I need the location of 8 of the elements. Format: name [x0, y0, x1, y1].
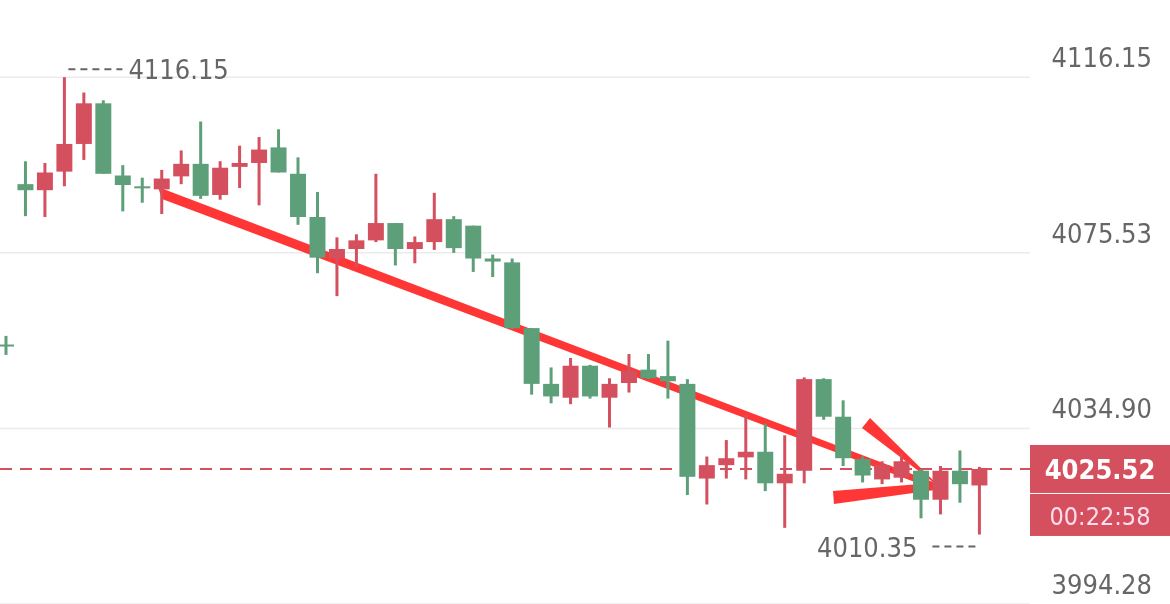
annotation: 4116.15 [128, 54, 229, 86]
y-tick-label: 4034.90 [1051, 393, 1152, 425]
text: 00:22:58 [1049, 501, 1151, 531]
y-tick-label: 4075.53 [1051, 217, 1152, 249]
annotation: 4010.35 [817, 531, 918, 563]
y-tick-label: 4116.15 [1051, 42, 1152, 74]
ref-line-label: 4025.52 [1044, 453, 1156, 485]
y-tick-label: 3994.28 [1051, 569, 1152, 600]
